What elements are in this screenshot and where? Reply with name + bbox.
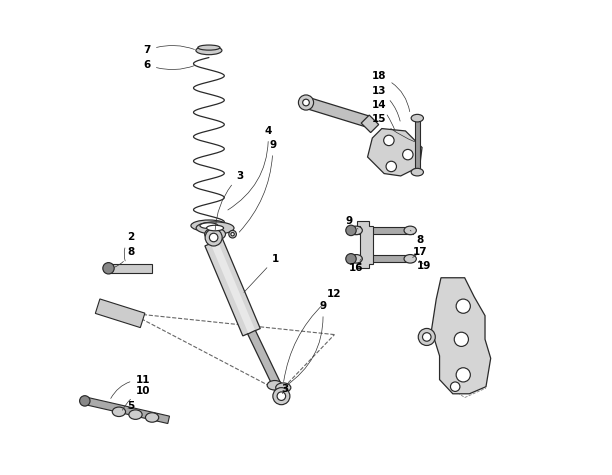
Text: 7: 7	[144, 46, 195, 56]
Text: 16: 16	[348, 259, 363, 273]
Circle shape	[273, 388, 290, 405]
Circle shape	[450, 382, 460, 391]
Circle shape	[299, 95, 313, 110]
Circle shape	[231, 232, 234, 236]
Ellipse shape	[146, 413, 159, 422]
Circle shape	[422, 332, 431, 341]
Ellipse shape	[411, 114, 424, 122]
Ellipse shape	[200, 223, 218, 228]
Ellipse shape	[404, 255, 416, 263]
Circle shape	[456, 368, 471, 382]
Text: 9: 9	[239, 140, 277, 232]
Text: 11: 11	[111, 375, 150, 399]
Ellipse shape	[196, 46, 222, 55]
Text: 5: 5	[127, 400, 135, 410]
Text: 4: 4	[228, 126, 272, 210]
Ellipse shape	[404, 226, 416, 235]
Circle shape	[403, 150, 413, 160]
Text: 18: 18	[372, 71, 410, 112]
Circle shape	[80, 396, 90, 406]
Polygon shape	[431, 278, 491, 394]
Circle shape	[346, 225, 356, 236]
Polygon shape	[248, 331, 284, 393]
Polygon shape	[110, 264, 152, 273]
Ellipse shape	[267, 380, 282, 390]
Text: 13: 13	[372, 86, 400, 121]
Text: 8: 8	[410, 230, 424, 245]
Polygon shape	[212, 243, 256, 336]
Ellipse shape	[350, 255, 362, 263]
Text: 17: 17	[412, 247, 427, 257]
Ellipse shape	[191, 220, 227, 231]
Text: 10: 10	[122, 387, 150, 410]
Circle shape	[386, 161, 397, 171]
Circle shape	[418, 328, 435, 345]
Ellipse shape	[112, 407, 125, 417]
Ellipse shape	[350, 226, 362, 235]
Ellipse shape	[275, 383, 291, 392]
Ellipse shape	[198, 45, 220, 50]
Text: 12: 12	[284, 289, 341, 381]
Circle shape	[229, 230, 236, 238]
Polygon shape	[304, 97, 369, 127]
Polygon shape	[205, 238, 260, 336]
Ellipse shape	[411, 168, 424, 176]
Text: 9: 9	[286, 301, 326, 386]
Circle shape	[277, 392, 286, 400]
Text: 6: 6	[144, 60, 195, 70]
Text: 2: 2	[124, 232, 135, 261]
Circle shape	[456, 299, 471, 314]
Text: 14: 14	[372, 100, 395, 131]
Polygon shape	[361, 115, 379, 133]
Text: 3: 3	[281, 384, 288, 394]
Text: 3: 3	[215, 171, 244, 230]
Text: 1: 1	[244, 254, 279, 292]
Polygon shape	[415, 117, 420, 173]
Polygon shape	[368, 129, 422, 176]
Text: 9: 9	[345, 216, 358, 229]
Ellipse shape	[206, 225, 223, 231]
Circle shape	[103, 263, 114, 274]
Polygon shape	[357, 221, 373, 268]
Text: 8: 8	[114, 247, 135, 267]
Ellipse shape	[129, 410, 142, 419]
Ellipse shape	[196, 222, 234, 234]
Circle shape	[384, 135, 394, 146]
Polygon shape	[85, 397, 170, 424]
Circle shape	[205, 229, 222, 246]
Polygon shape	[95, 299, 145, 328]
Ellipse shape	[204, 228, 225, 240]
Text: 15: 15	[372, 114, 415, 142]
Polygon shape	[353, 227, 412, 234]
Circle shape	[209, 233, 218, 242]
Circle shape	[454, 332, 468, 346]
Circle shape	[303, 99, 309, 106]
Text: 19: 19	[417, 260, 431, 271]
Polygon shape	[353, 256, 412, 262]
Circle shape	[346, 254, 356, 264]
